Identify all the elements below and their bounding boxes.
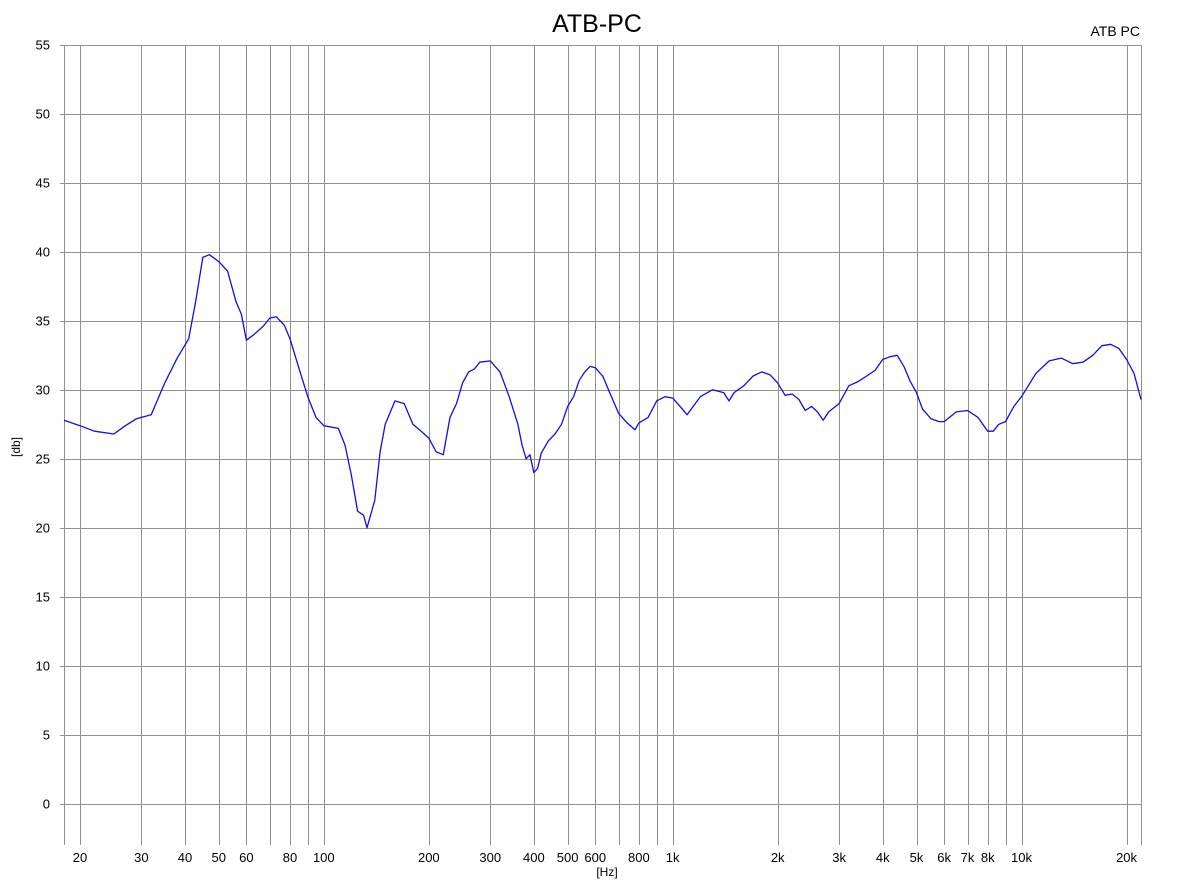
y-tick-label: 0 — [43, 797, 50, 812]
x-tick-label: 5k — [910, 850, 924, 865]
chart-title: ATB-PC — [552, 10, 642, 38]
x-tick-label: 6k — [937, 850, 951, 865]
x-tick-label: 40 — [178, 850, 192, 865]
x-tick-label: 80 — [283, 850, 297, 865]
x-tick-label: 500 — [557, 850, 579, 865]
x-tick-label: 800 — [628, 850, 650, 865]
y-tick-label: 40 — [36, 245, 50, 260]
x-tick-label: 50 — [212, 850, 226, 865]
x-tick-label: 100 — [313, 850, 335, 865]
y-tick-label: 25 — [36, 452, 50, 467]
x-tick-label: 8k — [981, 850, 995, 865]
x-tick-label: 600 — [584, 850, 606, 865]
x-tick-label: 20k — [1116, 850, 1137, 865]
x-tick-label: 400 — [523, 850, 545, 865]
x-tick-label: 10k — [1011, 850, 1032, 865]
y-tick-label: 5 — [43, 728, 50, 743]
x-tick-label: 60 — [239, 850, 253, 865]
grid-lines — [60, 45, 1142, 845]
y-tick-label: 45 — [36, 176, 50, 191]
y-tick-label: 55 — [36, 38, 50, 53]
legend-entry-atb-pc: ATB PC — [1090, 23, 1140, 39]
y-tick-label: 35 — [36, 314, 50, 329]
x-tick-label: 30 — [134, 850, 148, 865]
x-tick-label: 200 — [418, 850, 440, 865]
x-tick-label: 20 — [73, 850, 87, 865]
x-tick-label: 2k — [771, 850, 785, 865]
y-axis-label: [db] — [9, 437, 23, 457]
x-axis-label: [Hz] — [596, 865, 617, 879]
y-tick-label: 15 — [36, 590, 50, 605]
series-line-atb-pc — [63, 254, 1142, 529]
x-tick-label: 3k — [832, 850, 846, 865]
y-tick-label: 50 — [36, 107, 50, 122]
x-tick-label: 1k — [666, 850, 680, 865]
x-tick-label: 300 — [479, 850, 501, 865]
y-tick-label: 20 — [36, 521, 50, 536]
y-tick-label: 30 — [36, 383, 50, 398]
x-tick-label: 4k — [876, 850, 890, 865]
series-layer — [63, 254, 1142, 529]
x-tick-label: 7k — [961, 850, 975, 865]
y-tick-label: 10 — [36, 659, 50, 674]
tick-labels: 0 5 10 15 20 25 30 35 40 45 50 55 20 30 40 50 60 80 100 200… — [36, 38, 1138, 866]
